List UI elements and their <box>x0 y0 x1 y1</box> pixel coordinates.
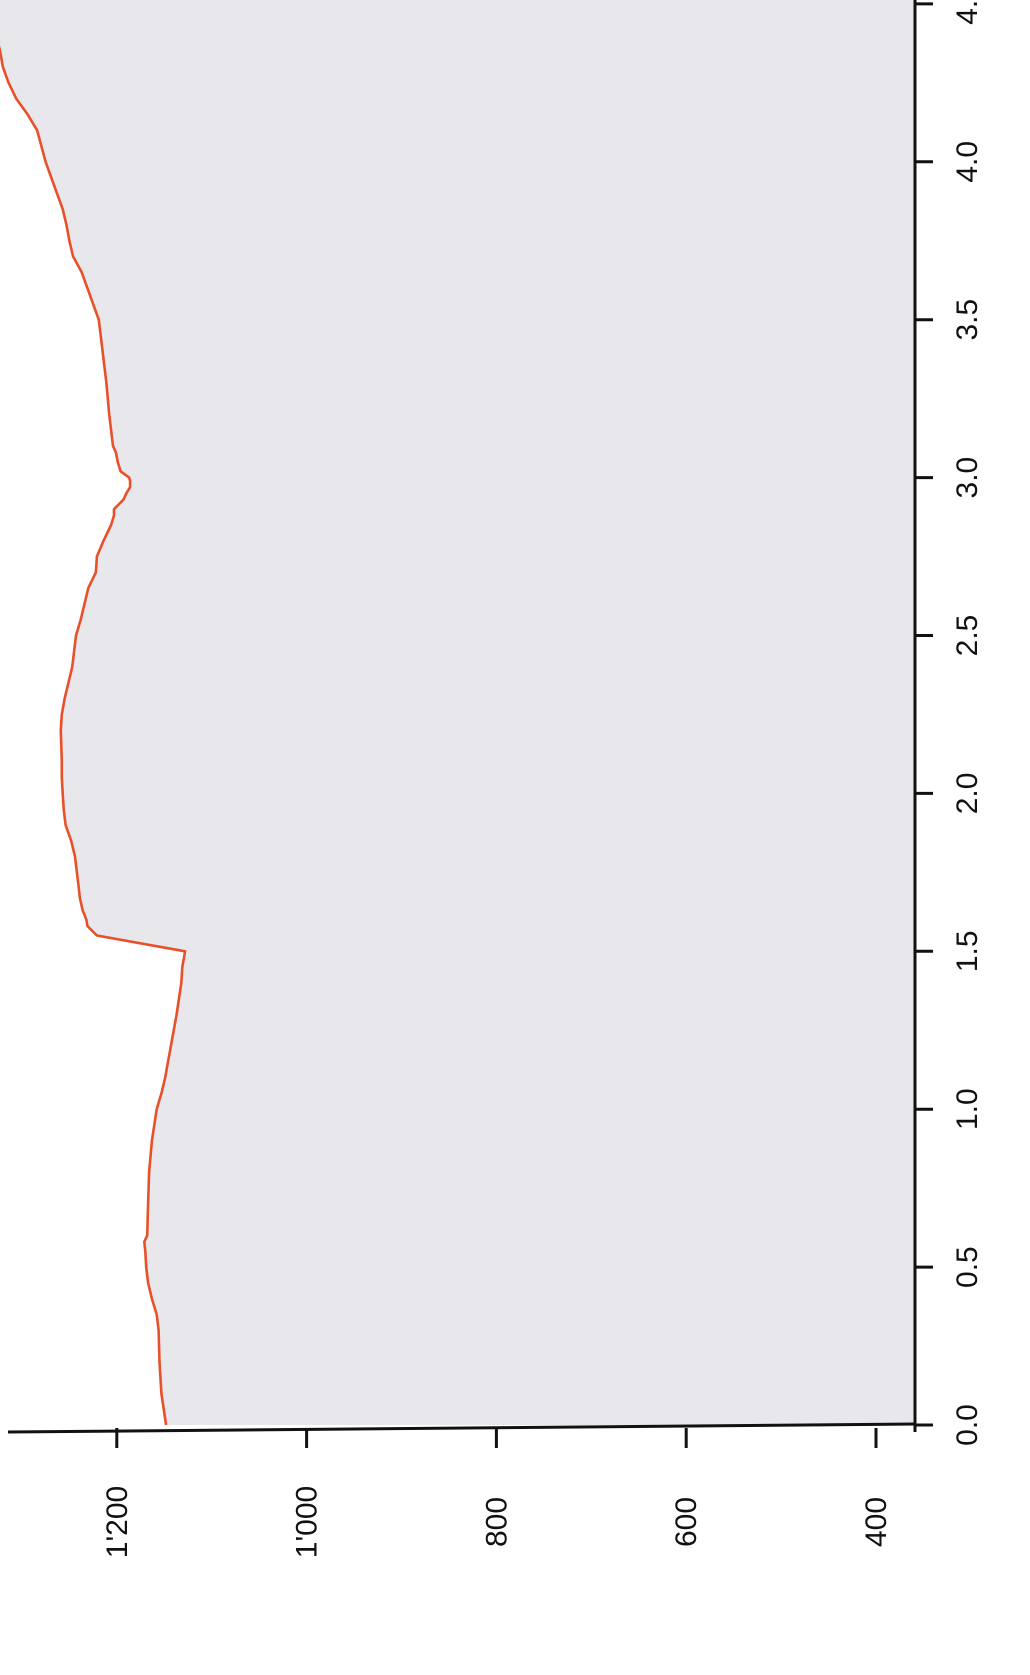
x-axis-ticks: 0.0 0.5 1.0 1.5 2.0 2.5 3.0 3.5 4.0 4.5 <box>915 0 984 1446</box>
y-tick-label: 800 <box>480 1497 513 1547</box>
x-tick-label: 3.5 <box>951 299 984 341</box>
x-tick-label: 1.5 <box>951 930 984 972</box>
y-tick-label: 1'200 <box>101 1486 134 1558</box>
area-fill <box>0 0 915 1425</box>
plot-area <box>0 0 915 1426</box>
x-tick-label: 2.0 <box>951 773 984 815</box>
y-tick-label: 1'000 <box>291 1486 324 1558</box>
x-tick-label: 4.0 <box>951 141 984 183</box>
data-line <box>0 45 187 1426</box>
x-tick-label: 0.0 <box>951 1404 984 1446</box>
axes <box>7 0 917 1434</box>
y-axis-ticks: 400 600 800 1'000 1'200 <box>101 1428 893 1558</box>
x-tick-label: 4.5 <box>951 0 984 25</box>
x-tick-label: 3.0 <box>951 457 984 499</box>
x-tick-label: 0.5 <box>951 1246 984 1288</box>
y-tick-label: 600 <box>670 1497 703 1547</box>
y-tick-label: 400 <box>860 1497 893 1547</box>
x-tick-label: 2.5 <box>951 615 984 657</box>
y-axis-line <box>7 1422 916 1434</box>
x-tick-label: 1.0 <box>951 1088 984 1130</box>
